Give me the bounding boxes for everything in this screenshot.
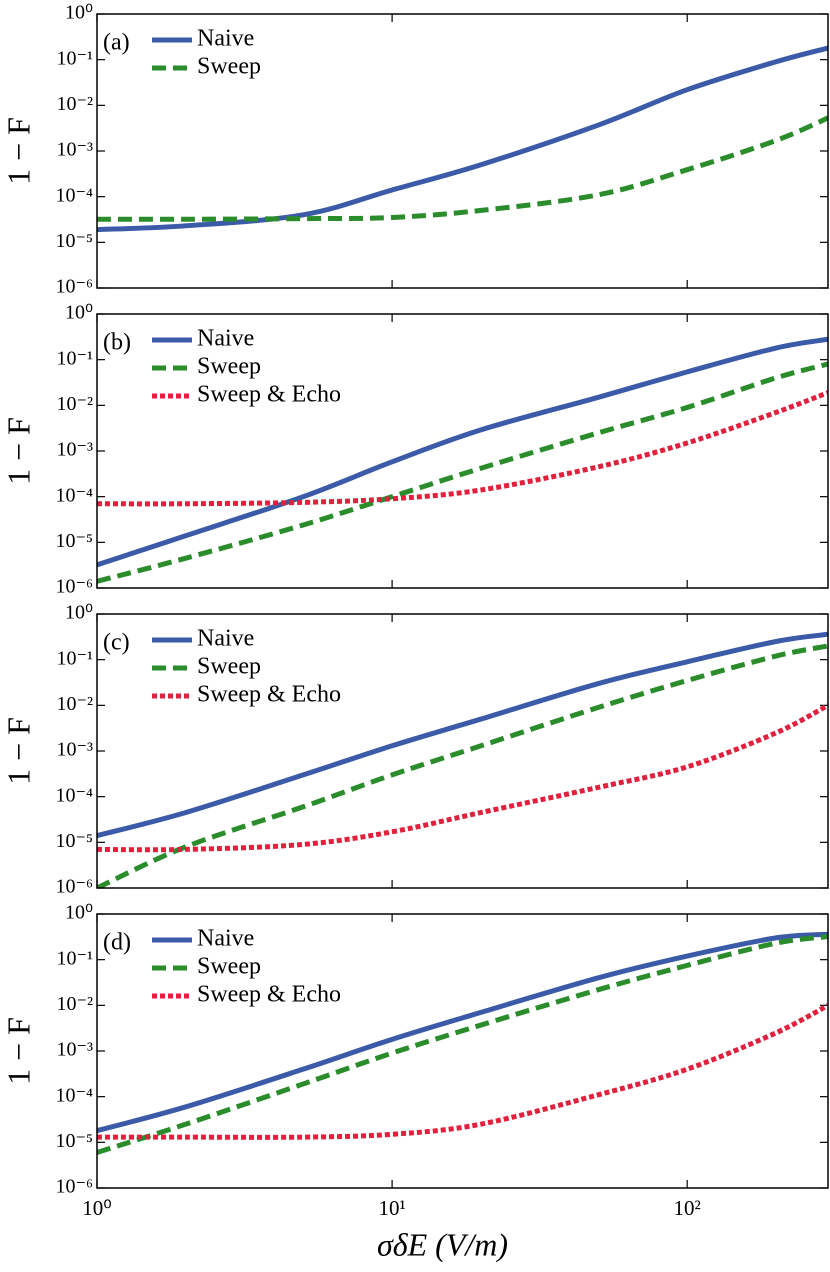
series-line [97, 336, 828, 568]
legend-label: Naive [197, 326, 254, 352]
y-tick-label: 10⁻¹ [56, 347, 93, 369]
y-tick-label: 10⁰ [65, 2, 93, 24]
y-tick-label: 10⁻³ [56, 139, 93, 161]
y-tick-label: 10⁻⁶ [55, 876, 93, 898]
plot-frame [96, 613, 829, 889]
y-tick-label: 10⁻⁶ [55, 276, 93, 298]
legend-label: Sweep [197, 54, 261, 80]
legend-label: Naive [197, 26, 254, 52]
plot-frame [96, 313, 829, 589]
series-line [97, 931, 828, 1134]
y-tick-label: 10⁻⁵ [55, 1130, 93, 1152]
y-tick-label: 10⁰ [65, 302, 93, 324]
series-line [97, 643, 828, 888]
x-tick-label: 10⁰ [82, 1196, 111, 1220]
y-tick-label: 10⁻⁵ [55, 530, 93, 552]
y-tick-label: 10⁻⁴ [55, 784, 93, 806]
y-axis-label: 1 − F [0, 417, 36, 485]
y-axis-label: 1 − F [0, 1017, 36, 1085]
plot-frame [96, 13, 829, 289]
y-tick-label: 10⁻⁶ [55, 576, 93, 598]
legend-label: Naive [197, 926, 254, 952]
plot-frame [96, 913, 829, 1189]
y-tick-label: 10⁰ [65, 602, 93, 624]
y-tick-label: 10⁻¹ [56, 947, 93, 969]
panel-label: (d) [103, 930, 131, 956]
y-tick-label: 10⁻² [56, 693, 93, 715]
panel-label: (a) [103, 30, 130, 56]
y-axis-label: 1 − F [0, 117, 36, 185]
series-line [97, 1003, 828, 1140]
y-tick-label: 10⁻⁵ [55, 830, 93, 852]
y-tick-label: 10⁻² [56, 393, 93, 415]
panel-label: (b) [103, 330, 131, 356]
y-tick-label: 10⁻¹ [56, 647, 93, 669]
y-tick-label: 10⁻⁶ [55, 1176, 93, 1198]
y-tick-label: 10⁻⁴ [55, 1084, 93, 1106]
y-axis-label: 1 − F [0, 717, 36, 785]
legend-label: Naive [197, 626, 254, 652]
y-tick-label: 10⁻³ [56, 439, 93, 461]
panel-label: (c) [103, 630, 130, 656]
series-line [97, 390, 828, 507]
series-line [97, 115, 828, 222]
series-line [97, 631, 828, 839]
legend-label: Sweep & Echo [197, 682, 341, 708]
y-tick-label: 10⁻⁵ [55, 230, 93, 252]
y-tick-label: 10⁻⁴ [55, 184, 93, 206]
series-line [97, 361, 828, 584]
legend-label: Sweep [197, 654, 261, 680]
series-line [97, 703, 828, 853]
series-line [97, 934, 828, 1155]
legend-label: Sweep & Echo [197, 382, 341, 408]
y-tick-label: 10⁻³ [56, 1039, 93, 1061]
y-tick-label: 10⁻⁴ [55, 484, 93, 506]
legend-label: Sweep [197, 954, 261, 980]
y-tick-label: 10⁻¹ [56, 47, 93, 69]
x-tick-label: 10¹ [378, 1196, 405, 1220]
y-tick-label: 10⁻² [56, 993, 93, 1015]
series-line [97, 45, 828, 233]
legend-label: Sweep & Echo [197, 982, 341, 1008]
x-axis-label: σδE (V/m) [377, 1226, 508, 1262]
y-tick-label: 10⁻³ [56, 739, 93, 761]
y-tick-label: 10⁰ [65, 902, 93, 924]
legend-label: Sweep [197, 354, 261, 380]
x-tick-label: 10² [674, 1196, 701, 1220]
y-tick-label: 10⁻² [56, 93, 93, 115]
